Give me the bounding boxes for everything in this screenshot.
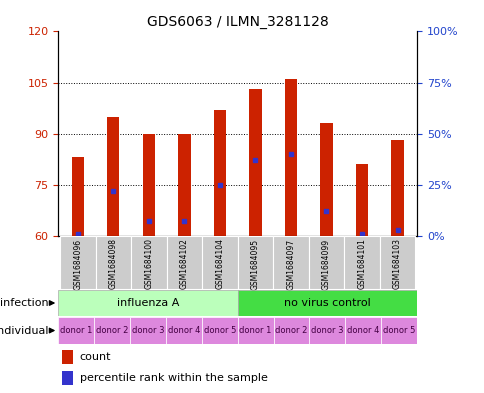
Text: donor 5: donor 5 [203,326,235,335]
Text: GSM1684100: GSM1684100 [144,239,153,290]
Bar [308,236,344,289]
Bar [166,236,202,289]
Text: influenza A: influenza A [117,298,179,308]
Text: donor 2: donor 2 [275,326,307,335]
Bar [201,317,237,344]
Text: donor 1: donor 1 [239,326,271,335]
Bar [272,236,308,289]
Bar [237,317,273,344]
Bar [58,317,94,344]
Bar [380,317,416,344]
Text: GSM1684098: GSM1684098 [108,239,118,290]
Bar [213,110,226,236]
Bar [345,317,380,344]
Bar [107,117,119,236]
Bar [249,89,261,236]
Text: no virus control: no virus control [284,298,370,308]
Bar [309,317,345,344]
Text: GSM1684101: GSM1684101 [357,239,366,289]
Text: GSM1684099: GSM1684099 [321,239,330,290]
Bar [284,79,297,236]
Text: individual: individual [0,325,48,336]
Bar [130,317,166,344]
Bar [237,236,272,289]
Bar [166,317,201,344]
Bar [319,123,332,236]
Text: donor 4: donor 4 [347,326,378,335]
Text: count: count [79,352,111,362]
Bar [142,134,155,236]
Bar [355,164,367,236]
Bar [202,236,237,289]
Bar [379,236,414,289]
Text: donor 3: donor 3 [131,326,164,335]
Text: GSM1684096: GSM1684096 [73,239,82,290]
Text: GSM1684097: GSM1684097 [286,239,295,290]
Text: donor 2: donor 2 [96,326,128,335]
Bar [61,350,73,364]
Bar [60,236,95,289]
Bar [273,317,309,344]
Text: GSM1684102: GSM1684102 [180,239,188,289]
Bar [94,317,130,344]
Text: donor 1: donor 1 [60,326,92,335]
Bar [344,236,379,289]
Text: infection: infection [0,298,48,308]
Text: donor 4: donor 4 [167,326,199,335]
Bar [237,290,416,316]
Text: GSM1684104: GSM1684104 [215,239,224,290]
Bar [61,371,73,385]
Bar [178,134,190,236]
Text: donor 3: donor 3 [310,326,343,335]
Text: donor 5: donor 5 [382,326,414,335]
Bar [131,236,166,289]
Text: GSM1684103: GSM1684103 [392,239,401,290]
Text: percentile rank within the sample: percentile rank within the sample [79,373,267,383]
Bar [391,140,403,236]
Title: GDS6063 / ILMN_3281128: GDS6063 / ILMN_3281128 [147,15,328,29]
Text: GSM1684095: GSM1684095 [250,239,259,290]
Bar [71,158,84,236]
Bar [95,236,131,289]
Bar [58,290,237,316]
